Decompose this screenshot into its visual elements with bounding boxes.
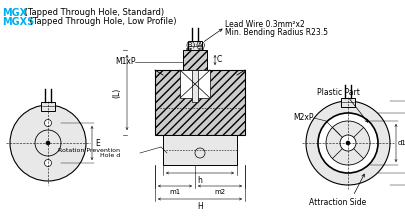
Circle shape (45, 159, 51, 167)
Circle shape (46, 141, 50, 145)
Text: (L): (L) (112, 87, 121, 98)
Text: M1xP: M1xP (115, 58, 135, 66)
Text: Min. Bending Radius R23.5: Min. Bending Radius R23.5 (224, 28, 327, 37)
Polygon shape (340, 98, 354, 107)
Text: E: E (95, 138, 100, 147)
Text: m2: m2 (214, 189, 225, 195)
Polygon shape (179, 70, 209, 98)
Text: (Tapped Through Hole, Low Profile): (Tapped Through Hole, Low Profile) (27, 17, 176, 26)
Text: C: C (216, 56, 222, 64)
Text: (B): (B) (185, 41, 196, 48)
Text: h: h (197, 176, 202, 185)
Circle shape (10, 105, 86, 181)
Polygon shape (155, 70, 244, 135)
Circle shape (305, 101, 389, 185)
Polygon shape (192, 70, 198, 102)
Text: H: H (197, 202, 202, 211)
Circle shape (317, 113, 377, 173)
Polygon shape (162, 135, 237, 165)
Text: (A): (A) (195, 41, 206, 48)
Polygon shape (188, 41, 202, 50)
Text: MGXS: MGXS (2, 17, 34, 27)
Circle shape (325, 121, 369, 165)
Polygon shape (183, 50, 207, 70)
Text: d1: d1 (397, 140, 405, 146)
Text: Attraction Side: Attraction Side (309, 198, 366, 207)
Text: M2xP: M2xP (292, 114, 313, 122)
Text: m1: m1 (169, 189, 180, 195)
Text: (Tapped Through Hole, Standard): (Tapped Through Hole, Standard) (22, 8, 164, 17)
Text: MGX: MGX (2, 8, 27, 18)
Text: Rotation Prevention
Hole d: Rotation Prevention Hole d (58, 148, 120, 158)
Text: Lead Wire 0.3mm²x2: Lead Wire 0.3mm²x2 (224, 20, 304, 29)
Circle shape (45, 120, 51, 126)
Text: Plastic Part: Plastic Part (316, 88, 358, 97)
Circle shape (339, 135, 355, 151)
Circle shape (345, 141, 349, 145)
Polygon shape (41, 102, 55, 111)
